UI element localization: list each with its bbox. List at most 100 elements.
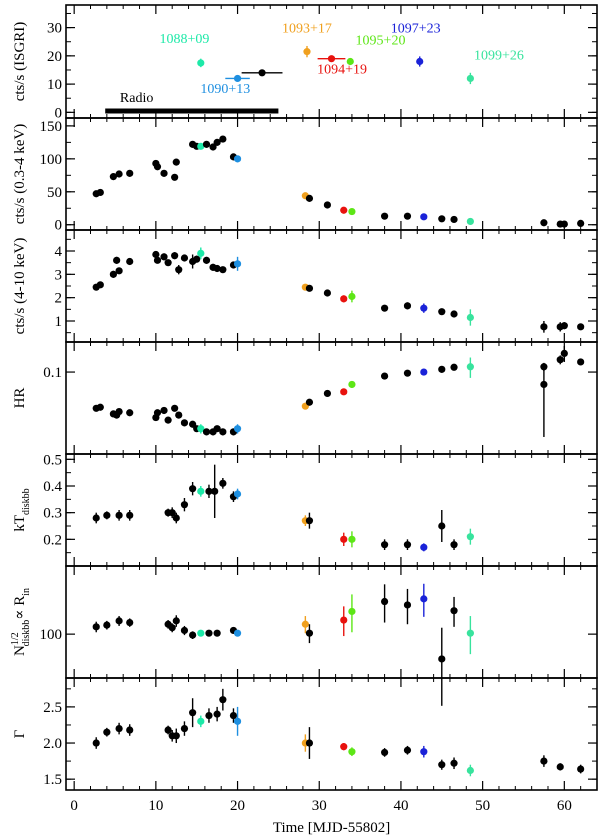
- data-point: [233, 490, 242, 498]
- data-point: [233, 425, 242, 433]
- x-tick-label: 0: [70, 798, 78, 814]
- panel-isgri: 0 10 20 30 cts/s (ISGRI) 1088+09 1090+13 1093+1…: [12, 4, 598, 121]
- data-point: [348, 380, 356, 389]
- y-axis-label: HR: [12, 388, 28, 409]
- y-tick-label: 0: [55, 218, 63, 234]
- data-point: [403, 212, 412, 220]
- data-point: [420, 748, 428, 756]
- data-point: [450, 363, 458, 371]
- data-point: [197, 717, 205, 725]
- data-point: [438, 522, 446, 530]
- data-point: [420, 368, 428, 376]
- data-point: [420, 595, 428, 603]
- data-point: [164, 416, 172, 424]
- data-point: [420, 213, 428, 221]
- data-point: [403, 541, 412, 549]
- data-point: [160, 169, 168, 177]
- panel-frame: [65, 677, 598, 791]
- y-tick-label: 150: [40, 119, 63, 135]
- y-axis-label: N1/2diskbb∝ Rin: [10, 588, 32, 656]
- y-tick-label: 20: [47, 49, 62, 65]
- data-point: [189, 709, 197, 717]
- panel-soft: 0 50 100 150 cts/s (0.3-4 keV): [12, 117, 598, 234]
- y-tick-label: 2.0: [43, 736, 62, 752]
- data-point: [202, 256, 211, 264]
- data-point: [96, 188, 104, 197]
- data-point: [160, 253, 168, 261]
- data-point: [438, 215, 446, 223]
- data-point: [577, 219, 585, 228]
- data-point: [340, 743, 348, 751]
- data-point: [438, 308, 446, 316]
- data-point: [115, 511, 123, 519]
- data-point: [450, 541, 458, 549]
- y-axis-label-sub: diskbb: [21, 620, 32, 647]
- data-point: [115, 407, 123, 416]
- y-tick-label: 0.4: [43, 479, 62, 495]
- data-point: [348, 748, 356, 756]
- data-point: [172, 617, 180, 625]
- y-axis-label: cts/s (ISGRI): [12, 22, 28, 102]
- data-point: [103, 621, 111, 629]
- data-point: [540, 219, 548, 227]
- data-point: [197, 629, 205, 637]
- x-tick-label: 60: [557, 798, 572, 814]
- data-point: [340, 295, 348, 303]
- x-tick-label: 10: [148, 798, 163, 814]
- data-point: [466, 363, 474, 371]
- y-tick-label: 10: [47, 77, 62, 93]
- data-point: [213, 710, 221, 718]
- data-point: [205, 629, 213, 637]
- annotation-1099-26: 1099+26: [474, 49, 524, 64]
- data-point: [126, 726, 134, 734]
- data-point: [340, 206, 348, 214]
- data-point: [305, 629, 314, 637]
- data-point: [202, 140, 211, 148]
- data-point: [115, 267, 123, 275]
- data-point: [153, 163, 162, 171]
- data-point: [172, 158, 180, 166]
- data-point: [171, 404, 179, 412]
- data-point: [438, 655, 446, 663]
- data-point: [577, 323, 585, 331]
- panel-hr: 0.1 HR: [12, 341, 598, 455]
- data-point: [109, 270, 117, 278]
- data-point: [556, 356, 564, 364]
- data-point: [189, 631, 197, 639]
- data-point: [126, 257, 134, 266]
- annotation-1095-20: 1095+20: [356, 34, 406, 49]
- data-point: [540, 757, 548, 765]
- data-point: [305, 517, 314, 525]
- y-axis-label: Γ: [12, 729, 28, 738]
- data-point: [323, 201, 332, 209]
- data-point: [96, 281, 104, 289]
- y-axis-label-sup: 1/2: [10, 632, 21, 645]
- data-point: [466, 74, 474, 83]
- data-point: [556, 763, 564, 771]
- data-point: [346, 57, 354, 66]
- panel-gamma: 1.5 2.0 2.5 Γ: [12, 677, 598, 791]
- annotation-Radio: Radio: [120, 91, 153, 106]
- data-point: [171, 173, 179, 181]
- y-tick-label: 1: [55, 314, 63, 330]
- data-point: [305, 739, 314, 747]
- panel-ndisk: 100 N1/2diskbb∝ Rin: [10, 565, 598, 706]
- data-point: [438, 761, 446, 769]
- data-point: [450, 607, 458, 615]
- data-point: [540, 380, 548, 389]
- data-point: [219, 696, 227, 704]
- data-point: [193, 255, 201, 263]
- y-tick-label: 4: [55, 244, 63, 260]
- data-point: [172, 514, 180, 522]
- data-point: [229, 711, 238, 720]
- data-point: [164, 259, 172, 267]
- data-point: [113, 256, 121, 264]
- data-point: [340, 388, 348, 396]
- annotation-1090-13: 1090+13: [200, 82, 250, 97]
- panel-frame: [65, 565, 598, 679]
- data-point: [153, 409, 162, 417]
- data-point: [180, 626, 189, 635]
- data-point: [219, 135, 227, 143]
- data-point: [348, 535, 356, 543]
- y-tick-label: 100: [40, 152, 63, 168]
